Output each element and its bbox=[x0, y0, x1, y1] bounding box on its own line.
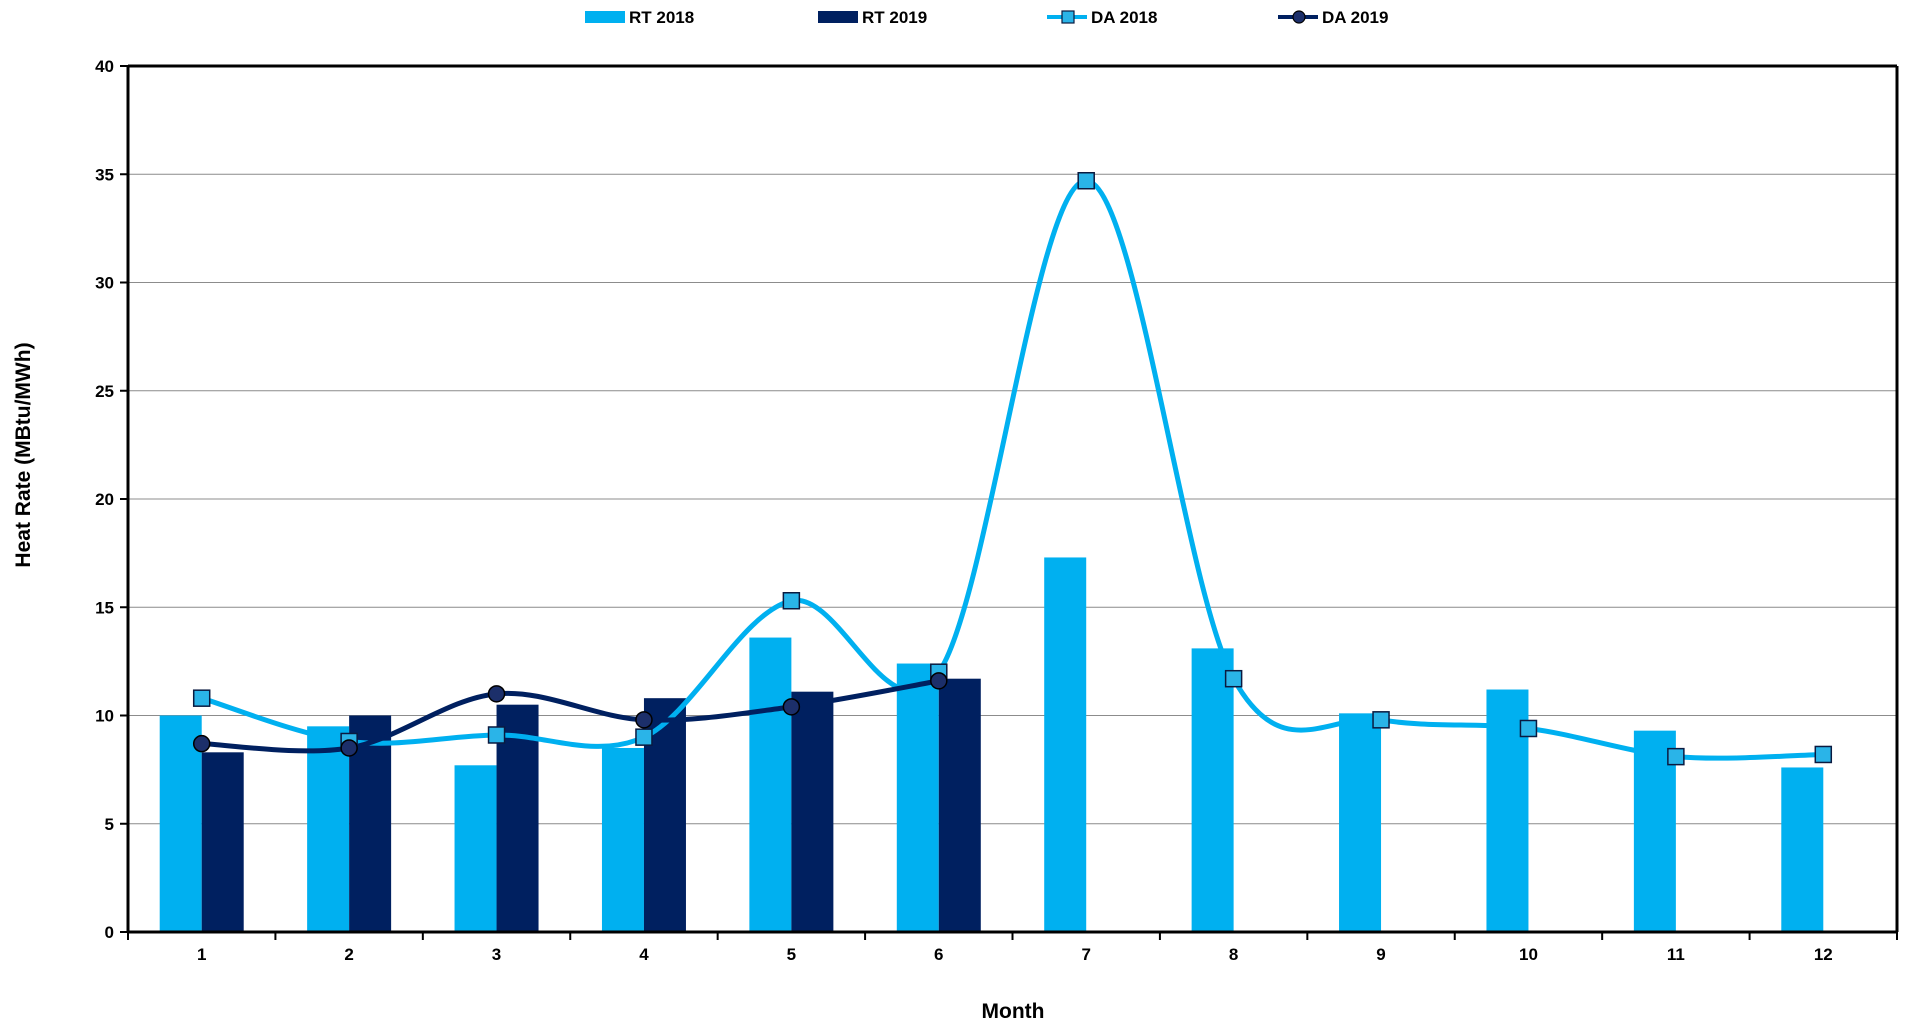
x-tick-label: 9 bbox=[1376, 945, 1385, 964]
x-tick-labels: 1 2 3 4 5 6 7 8 9 10 11 12 bbox=[197, 945, 1833, 964]
marker-da-2019 bbox=[192, 734, 211, 753]
legend-label: DA 2019 bbox=[1322, 8, 1388, 27]
bar-rt-2018 bbox=[1191, 648, 1234, 932]
x-tick-label: 12 bbox=[1814, 945, 1833, 964]
bars bbox=[159, 557, 1824, 932]
x-tick-label: 6 bbox=[934, 945, 943, 964]
bar-rt-2018 bbox=[159, 715, 202, 932]
x-tick-label: 10 bbox=[1519, 945, 1538, 964]
axes bbox=[120, 64, 1899, 940]
legend-marker bbox=[1292, 10, 1306, 24]
legend-label: RT 2018 bbox=[629, 8, 694, 27]
marker-da-2018 bbox=[487, 726, 506, 744]
x-tick-label: 2 bbox=[344, 945, 353, 964]
y-axis-title: Heat Rate (MBtu/MWh) bbox=[12, 342, 35, 567]
y-tick-label: 15 bbox=[95, 598, 114, 617]
line-da-2019 bbox=[201, 678, 940, 754]
bar-rt-2018 bbox=[454, 765, 497, 932]
legend-swatch bbox=[818, 11, 858, 23]
gridlines bbox=[128, 65, 1897, 825]
y-tick-label: 35 bbox=[95, 165, 114, 184]
marker-da-2018 bbox=[1667, 747, 1685, 766]
marker-da-2018 bbox=[1519, 719, 1538, 738]
bar-rt-2018 bbox=[1339, 713, 1382, 932]
x-tick-label: 4 bbox=[639, 945, 649, 964]
x-tick-label: 3 bbox=[492, 945, 501, 964]
bar-rt-2019 bbox=[201, 752, 244, 932]
bar-rt-2019 bbox=[791, 691, 834, 932]
y-tick-label: 10 bbox=[95, 707, 114, 726]
marker-da-2018 bbox=[192, 689, 211, 707]
bar-rt-2018 bbox=[1781, 767, 1824, 932]
marker-da-2019 bbox=[487, 685, 506, 703]
marker-da-2019 bbox=[782, 698, 801, 716]
marker-da-2018 bbox=[1077, 171, 1095, 190]
marker-da-2018 bbox=[1224, 669, 1243, 688]
marker-da-2019 bbox=[635, 711, 653, 729]
y-tick-label: 0 bbox=[105, 923, 114, 942]
bar-rt-2019 bbox=[938, 678, 981, 932]
legend-item-rt-2019: RT 2019 bbox=[818, 8, 927, 27]
lines bbox=[192, 171, 1833, 766]
bar-rt-2018 bbox=[896, 663, 939, 932]
marker-da-2019 bbox=[340, 739, 358, 757]
y-tick-label: 20 bbox=[95, 490, 114, 509]
x-tick-label: 8 bbox=[1229, 945, 1238, 964]
bar-rt-2018 bbox=[307, 726, 350, 932]
y-tick-label: 30 bbox=[95, 274, 114, 293]
marker-da-2018 bbox=[635, 728, 653, 746]
x-axis-title: Month bbox=[982, 1000, 1045, 1023]
bar-rt-2018 bbox=[601, 747, 644, 932]
y-tick-label: 5 bbox=[105, 815, 114, 834]
legend-item-da-2018: DA 2018 bbox=[1047, 8, 1157, 27]
legend: RT 2018 RT 2019 DA 2018 DA 2019 bbox=[585, 8, 1388, 27]
x-tick-label: 1 bbox=[197, 945, 206, 964]
legend-label: DA 2018 bbox=[1091, 8, 1157, 27]
bar-rt-2018 bbox=[749, 637, 792, 932]
y-tick-label: 40 bbox=[95, 57, 114, 76]
legend-marker bbox=[1061, 10, 1075, 24]
legend-label: RT 2019 bbox=[862, 8, 927, 27]
marker-da-2018 bbox=[1372, 711, 1390, 729]
x-tick-label: 7 bbox=[1081, 945, 1090, 964]
y-tick-label: 25 bbox=[95, 382, 114, 401]
y-tick-labels: 0 5 10 15 20 25 30 35 40 bbox=[95, 57, 114, 942]
bar-rt-2018 bbox=[1044, 557, 1087, 932]
marker-da-2018 bbox=[1814, 745, 1833, 764]
marker-da-2019 bbox=[930, 672, 948, 690]
legend-item-da-2019: DA 2019 bbox=[1278, 8, 1388, 27]
x-tick-label: 11 bbox=[1667, 945, 1685, 964]
legend-item-rt-2018: RT 2018 bbox=[585, 8, 694, 27]
marker-da-2018 bbox=[782, 592, 801, 610]
line-da-2018 bbox=[201, 178, 1824, 761]
x-tick-label: 5 bbox=[787, 945, 796, 964]
legend-swatch bbox=[585, 11, 625, 23]
